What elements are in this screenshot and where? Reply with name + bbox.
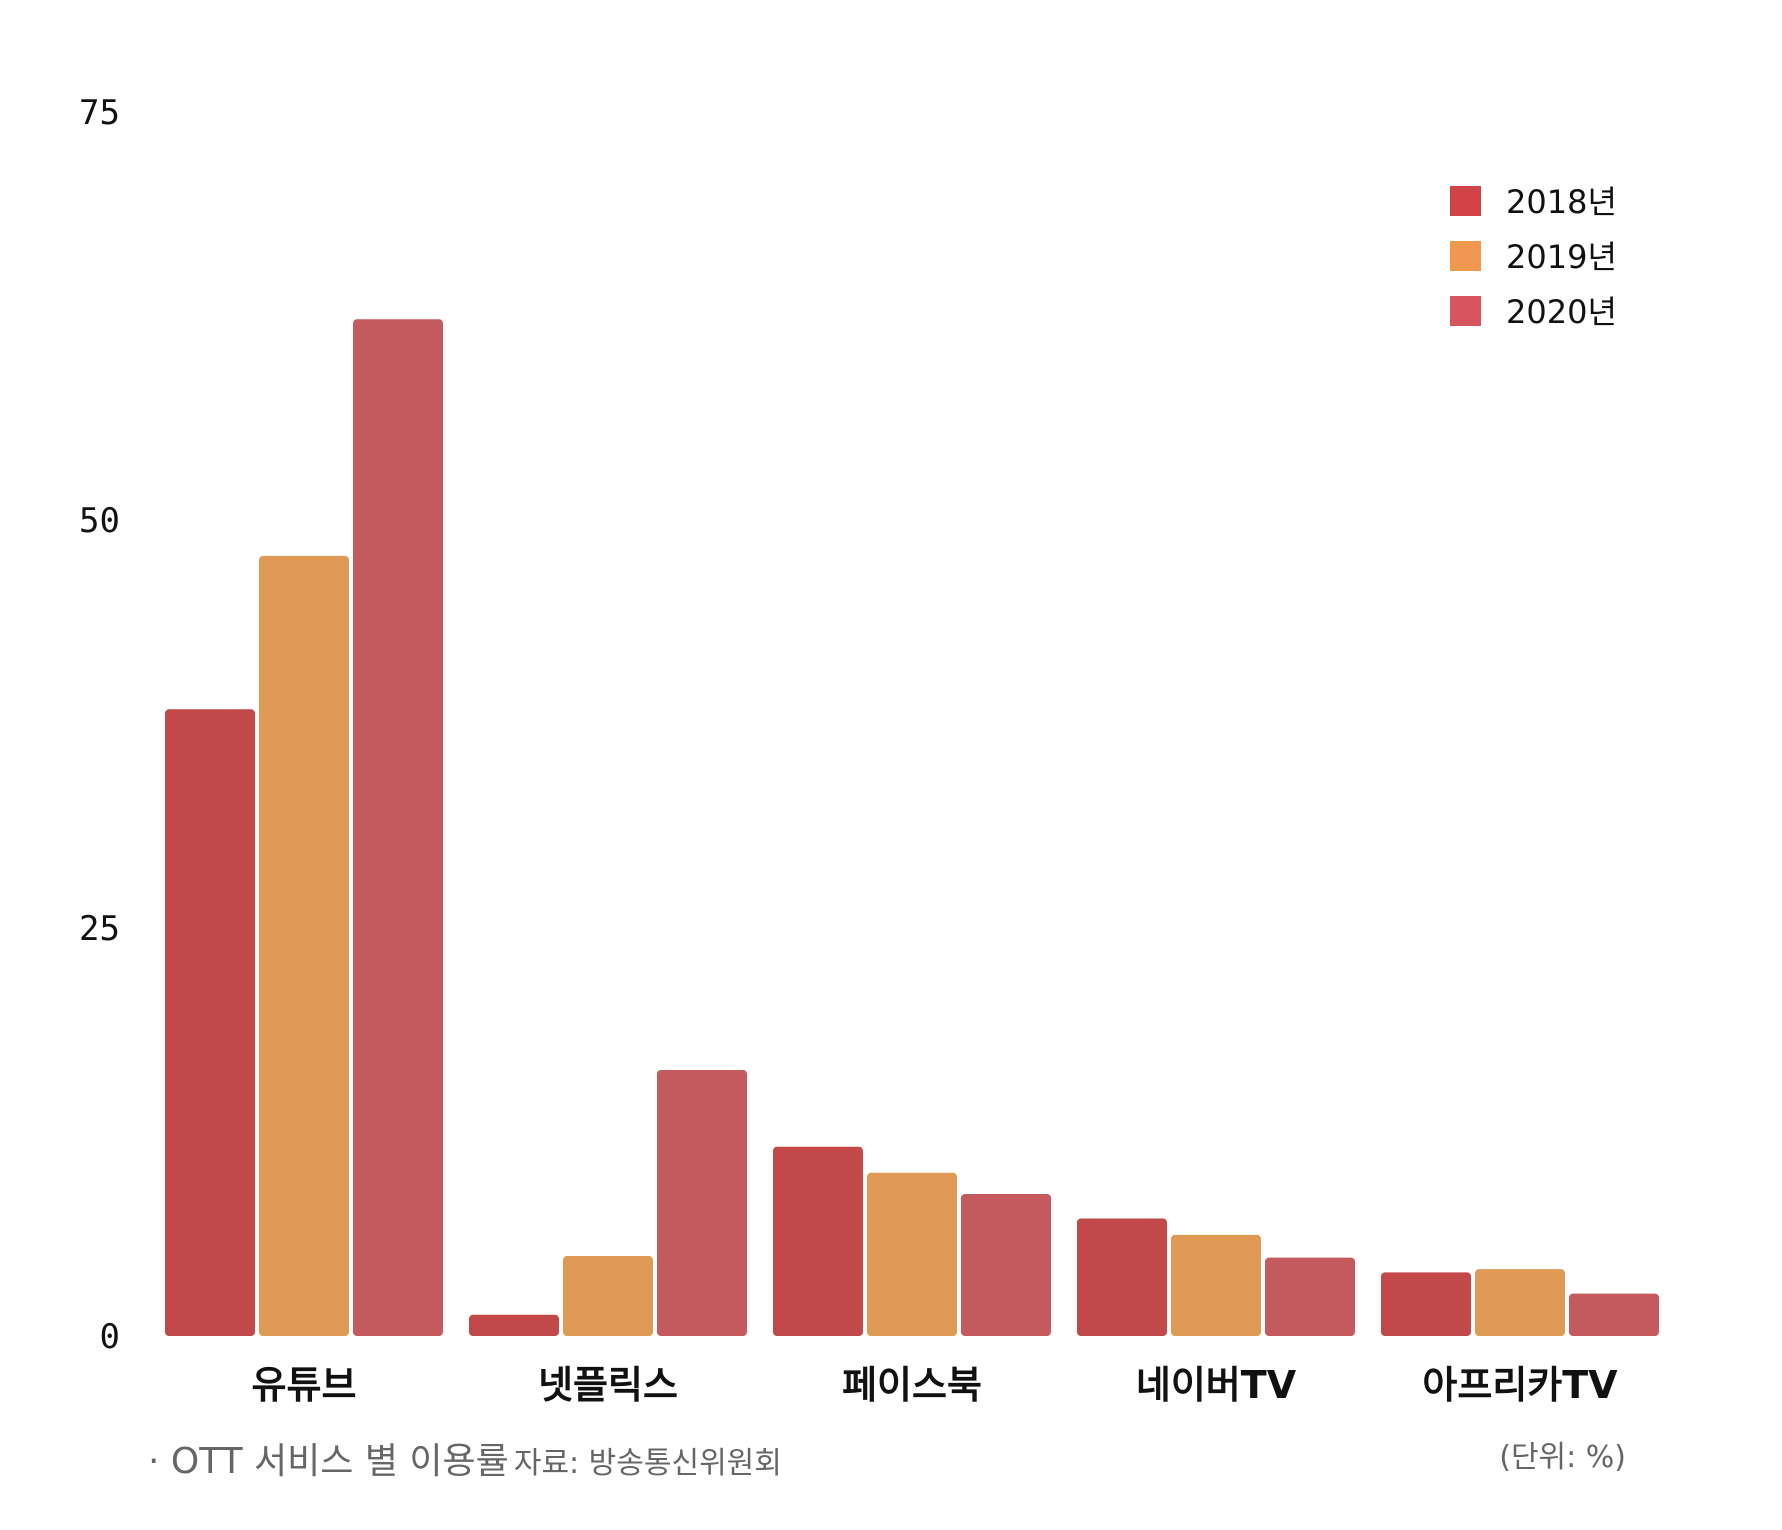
chart-caption: · OTT 서비스 별 이용률	[148, 1441, 509, 1482]
unit-label: (단위: %)	[1499, 1440, 1626, 1475]
chart-footer: · OTT 서비스 별 이용률 자료: 방송통신위원회	[148, 1432, 782, 1484]
y-tick-label: 50	[79, 501, 120, 541]
legend-label: 2018년	[1506, 183, 1617, 221]
bar	[353, 319, 443, 1336]
bar	[657, 1069, 747, 1336]
legend-label: 2019년	[1506, 238, 1617, 276]
bar	[1569, 1293, 1659, 1336]
x-tick-label: 아프리카TV	[1422, 1363, 1618, 1407]
x-tick-label: 넷플릭스	[538, 1363, 678, 1407]
bar	[165, 709, 255, 1336]
bar	[563, 1256, 653, 1336]
bar	[867, 1172, 957, 1336]
bar	[773, 1146, 863, 1336]
y-tick-label: 25	[79, 909, 120, 949]
bar	[1171, 1234, 1261, 1336]
bar	[1381, 1272, 1471, 1336]
legend-label: 2020년	[1506, 293, 1617, 331]
bar	[1077, 1218, 1167, 1336]
legend-swatch	[1450, 241, 1481, 271]
bar	[1265, 1257, 1355, 1336]
x-tick-label: 네이버TV	[1136, 1363, 1297, 1407]
x-tick-label: 유튜브	[252, 1363, 357, 1407]
y-tick-label: 0	[100, 1317, 120, 1357]
legend-swatch	[1450, 296, 1481, 326]
bar	[469, 1314, 559, 1336]
bar	[1475, 1269, 1565, 1336]
bar	[961, 1194, 1051, 1336]
bar	[259, 555, 349, 1336]
x-tick-label: 페이스북	[842, 1363, 982, 1407]
chart-source: 자료: 방송통신위원회	[513, 1446, 782, 1481]
legend-swatch	[1450, 186, 1481, 216]
y-tick-label: 75	[79, 93, 120, 133]
